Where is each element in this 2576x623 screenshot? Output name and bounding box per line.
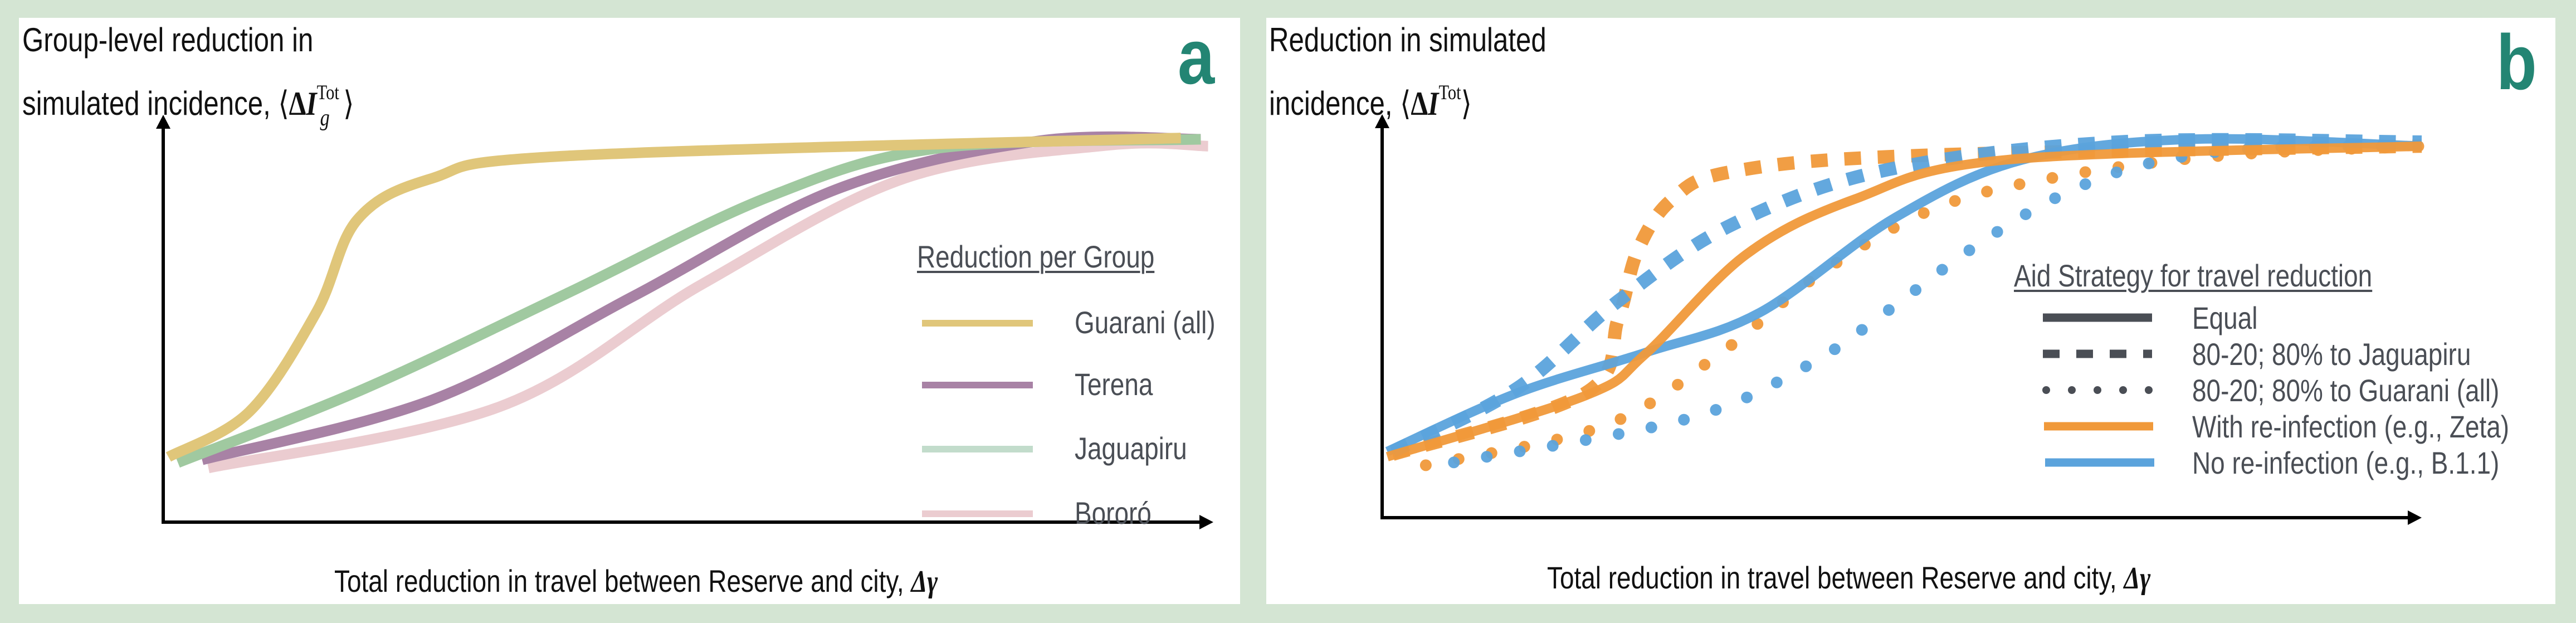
legend-label-bororo: Bororó — [1075, 495, 1152, 530]
y-axis-label-a-line2: simulated incidence, ⟨ΔITotg ⟩ — [22, 81, 354, 131]
panel-a: Group-level reduction in simulated incid… — [19, 18, 1240, 604]
series-line-equal-no-re-infection — [1385, 134, 2422, 456]
panel-letter-b: b — [2496, 18, 2537, 106]
legend-label-no-reinfection: No re-infection (e.g., B.1.1) — [2192, 445, 2500, 480]
y-axis-label-a-line1: Group-level reduction in — [22, 21, 314, 59]
legend-label-guarani-80-20: 80-20; 80% to Guarani (all) — [2192, 373, 2500, 408]
y-axis-label-b-line2: incidence, ⟨ΔITot⟩ — [1269, 81, 1472, 122]
y-axis-label-b: Reduction in simulated incidence, ⟨ΔITot… — [1269, 13, 1546, 130]
panel-letter-a: a — [1178, 13, 1215, 100]
chart-b-canvas — [1375, 114, 2428, 525]
y-axis-label-a: Group-level reduction in simulated incid… — [22, 13, 354, 145]
legend-label-jaguapiru-80-20: 80-20; 80% to Jaguapiru — [2192, 337, 2471, 372]
panel-b: Reduction in simulated incidence, ⟨ΔITot… — [1266, 18, 2555, 604]
series-line-boror- — [207, 138, 1208, 474]
x-axis-arrow-b — [2408, 510, 2422, 525]
legend-label-jaguapiru: Jaguapiru — [1075, 431, 1187, 466]
series-line-jaguapiru — [175, 134, 1201, 468]
legend-title-a: Reduction per Group — [917, 239, 1155, 274]
legend-label-equal: Equal — [2192, 300, 2258, 335]
y-axis-arrow-b — [1375, 114, 1389, 128]
legend-label-terena: Terena — [1075, 367, 1153, 402]
x-axis-arrow-a — [1199, 515, 1213, 529]
series-line-terena — [201, 131, 1201, 465]
series-line-guarani-all- — [165, 133, 1181, 462]
legend-label-guarani: Guarani (all) — [1075, 305, 1216, 340]
y-axis-arrow-a — [156, 115, 170, 129]
x-axis-label-b: Total reduction in travel between Reserv… — [1547, 560, 2151, 596]
series-line-equal-with-re-infection — [1385, 141, 2422, 461]
x-axis-label-a: Total reduction in travel between Reserv… — [334, 563, 938, 599]
series-line-80-20-guarani-no-re-infection — [1448, 140, 2418, 469]
legend-label-with-reinfection: With re-infection (e.g., Zeta) — [2192, 409, 2510, 444]
y-axis-label-b-line1: Reduction in simulated — [1269, 21, 1546, 59]
legend-title-b: Aid Strategy for travel reduction — [2014, 258, 2373, 293]
chart-a-canvas — [156, 115, 1213, 529]
